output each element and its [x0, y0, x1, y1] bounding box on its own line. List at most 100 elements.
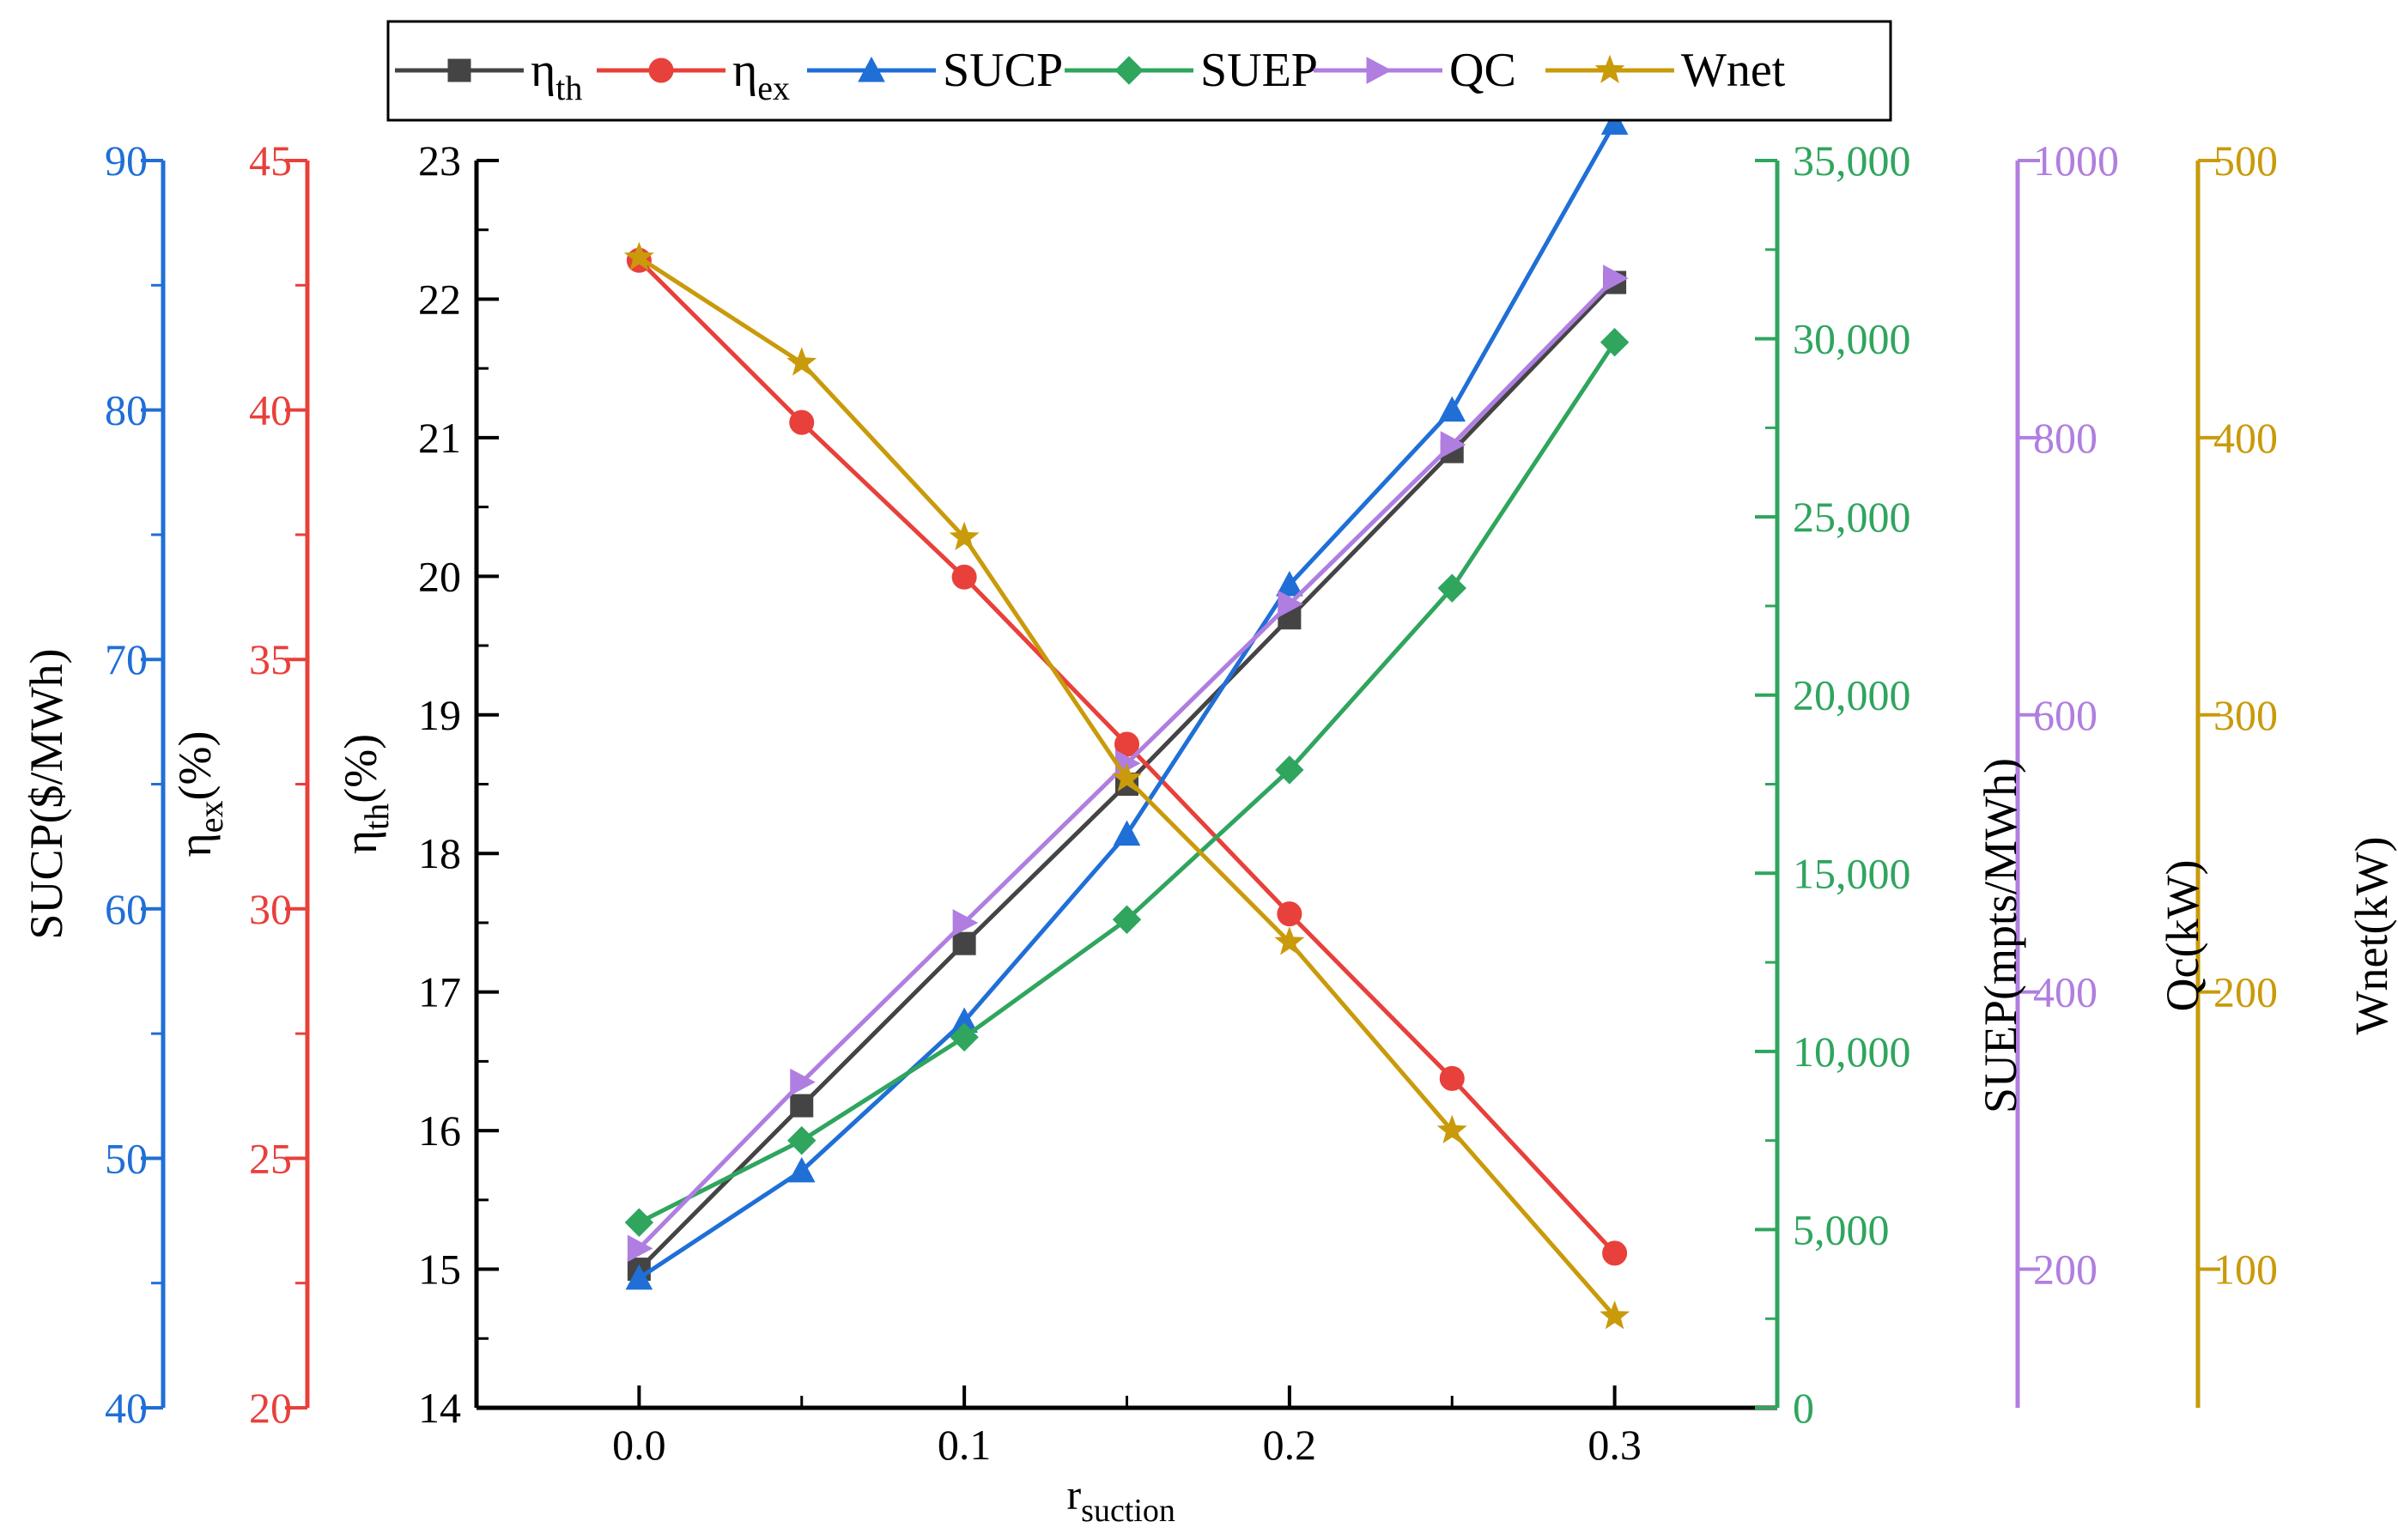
data-point [787, 1125, 817, 1155]
data-point [623, 241, 654, 270]
axis-tick-label-qc: 400 [2033, 968, 2097, 1016]
axis-tick-label-eta_th: 14 [418, 1384, 461, 1432]
axis-tick-label-eta_th: 23 [418, 136, 461, 185]
data-point [1276, 570, 1303, 597]
axis-tick-label-suep: 5,000 [1793, 1205, 1890, 1253]
axis-eta_ex: 20 25 30 35 40 45 [249, 136, 310, 1432]
axis-tick-label-eta_th: 21 [418, 414, 461, 462]
axis-tick-label-sucp: 70 [105, 635, 148, 683]
axis-title-sucp: SUCP($/MWh) [21, 648, 72, 939]
axis-title-main-eta_ex: η [169, 833, 221, 857]
legend-label: SUEP [1200, 44, 1318, 97]
legend-entry: ηex [597, 44, 790, 107]
x-tick-label: 0.1 [938, 1421, 992, 1469]
data-point [1439, 1065, 1465, 1091]
axis-tick-label-eta_ex: 45 [249, 136, 292, 185]
axis-sucp: 40 50 60 70 80 90 [105, 136, 166, 1432]
data-point [1600, 328, 1630, 357]
data-point [790, 1068, 816, 1096]
axis-tick-label-sucp: 50 [105, 1134, 148, 1182]
legend-label: SUCP [943, 44, 1063, 97]
axis-title-suffix-eta_th: (%) [335, 734, 386, 803]
axis-tick-label-eta_th: 16 [418, 1106, 461, 1155]
series-wnet [623, 241, 1630, 1330]
axis-tick-label-qc: 600 [2033, 691, 2097, 739]
legend-entry: SUCP [807, 44, 1063, 97]
axis-title-wnet: Wnet(kW) [2346, 837, 2397, 1035]
axis-tick-label-wnet: 200 [2213, 968, 2278, 1016]
data-point [1437, 573, 1466, 603]
axis-tick-label-eta_th: 20 [418, 552, 461, 600]
axis-wnet: 100 200 300 400 500 [2195, 136, 2278, 1408]
axis-tick-label-suep: 10,000 [1793, 1028, 1911, 1076]
legend-entry: Wnet [1545, 44, 1786, 97]
legend: ηth ηex SUCP SUEP QC Wnet [386, 20, 1892, 122]
legend-label-main: η [531, 44, 555, 97]
data-point [949, 521, 980, 551]
legend-marker [1594, 54, 1625, 83]
legend-marker [447, 58, 471, 82]
data-point [950, 1022, 979, 1052]
axis-title-qc: Qc(kW) [2157, 860, 2208, 1012]
data-point [627, 1234, 653, 1263]
axis-title-suep: SUEP(mpts/MWh) [1975, 758, 2026, 1113]
data-point [1277, 901, 1302, 927]
axis-tick-label-eta_ex: 35 [249, 635, 292, 683]
axis-tick-label-suep: 35,000 [1793, 136, 1911, 185]
legend-label: ηex [732, 44, 790, 107]
axis-tick-label-sucp: 80 [105, 386, 148, 434]
axis-title-eta_ex: ηex(%) [169, 731, 230, 858]
data-point [1278, 590, 1303, 618]
axis-tick-label-eta_ex: 40 [249, 386, 292, 434]
data-point [1440, 431, 1466, 458]
data-point [1113, 820, 1141, 846]
legend-marker [1366, 57, 1393, 84]
x-axis-label-sub: suction [1081, 1493, 1175, 1529]
legend-label-main: SUCP [943, 44, 1063, 97]
axis-title-sub-eta_th: th [357, 803, 396, 830]
axis-suep: 0 5,000 10,000 15,000 20,000 25,000 30,000 35,0… [1755, 136, 1911, 1432]
data-point [952, 909, 979, 937]
axis-tick-label-eta_th: 18 [418, 829, 461, 877]
axis-eta_th: 14 15 16 17 18 19 20 21 22 23 [418, 136, 499, 1432]
axes-layer: 0.0 0.1 0.2 0.3 rsuction 14 15 16 17 18 19 20 21 22 23… [21, 136, 2397, 1529]
axis-tick-label-eta_th: 19 [418, 691, 461, 739]
x-tick-label: 0.0 [612, 1421, 666, 1469]
axis-tick-label-sucp: 60 [105, 885, 148, 933]
data-point [1436, 1114, 1467, 1144]
legend-label-main: Wnet [1681, 44, 1786, 97]
legend-label: ηth [531, 44, 582, 107]
data-point [786, 347, 817, 376]
axis-tick-label-qc: 800 [2033, 414, 2097, 462]
axis-qc: 200 400 600 800 1000 [2015, 136, 2119, 1408]
legend-label-main: SUEP [1200, 44, 1318, 97]
legend-marker [1114, 56, 1144, 85]
axis-tick-label-qc: 1000 [2033, 136, 2119, 185]
data-point [952, 931, 976, 955]
data-point [1111, 762, 1143, 791]
axis-title-main-wnet: Wnet(kW) [2346, 837, 2397, 1035]
data-point [625, 1264, 653, 1290]
axis-tick-label-eta_th: 17 [418, 968, 461, 1016]
legend-label-sub: ex [757, 69, 790, 107]
data-point [1602, 1240, 1628, 1266]
legend-label: Wnet [1681, 44, 1786, 97]
axis-tick-label-suep: 15,000 [1793, 849, 1911, 897]
axis-tick-label-sucp: 40 [105, 1384, 148, 1432]
axis-title-main-sucp: SUCP($/MWh) [21, 648, 72, 939]
axis-tick-label-sucp: 90 [105, 136, 148, 185]
axis-tick-label-eta_th: 22 [418, 275, 461, 323]
axis-tick-label-qc: 200 [2033, 1246, 2097, 1294]
axis-tick-label-wnet: 400 [2213, 414, 2278, 462]
series-line [638, 122, 1617, 1280]
data-point [1275, 755, 1304, 785]
series-sucp [625, 109, 1629, 1290]
data-point [1438, 396, 1466, 422]
axis-tick-label-eta_ex: 25 [249, 1134, 292, 1182]
axis-tick-label-eta_ex: 30 [249, 885, 292, 933]
data-point [787, 1156, 816, 1183]
x-axis-label-main: r [1067, 1470, 1082, 1519]
axis-title-main-qc: Qc(kW) [2157, 860, 2208, 1012]
data-point [1274, 926, 1305, 955]
data-point [1603, 264, 1629, 293]
